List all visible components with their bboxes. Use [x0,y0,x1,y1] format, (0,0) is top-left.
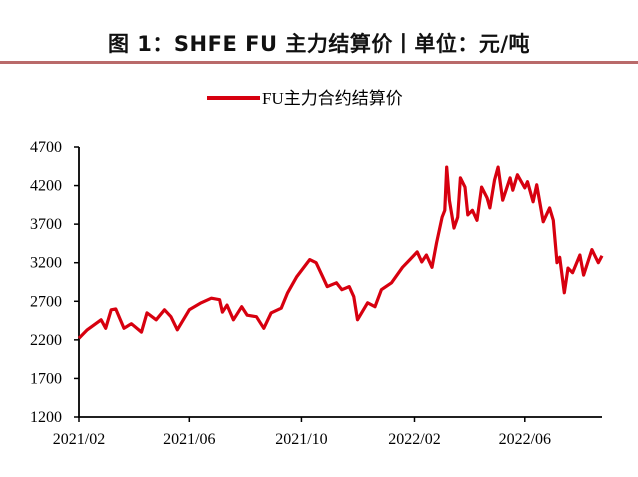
y-tick-label: 2200 [30,332,62,349]
y-tick-label: 3200 [30,255,62,272]
y-axis: 1200 1700 2200 2700 3200 3700 4200 4700 [30,139,79,426]
series-line-fu [77,165,604,340]
y-tick-label: 1700 [30,370,62,387]
figure-title: 图 1：SHFE FU 主力结算价丨单位：元/吨 [107,32,530,56]
x-tick-label: 2022/06 [499,431,551,448]
title-divider [0,61,638,64]
x-axis: 2021/02 2021/06 2021/10 2022/02 2022/06 [53,417,551,448]
legend: FU主力合约结算价 [207,89,403,108]
y-tick-label: 1200 [30,409,62,426]
x-tick-label: 2021/06 [163,431,215,448]
y-tick-label: 4700 [30,139,62,156]
x-tick-label: 2022/02 [388,431,440,448]
legend-label: FU主力合约结算价 [262,89,403,108]
x-tick-label: 2021/02 [53,431,105,448]
y-tick-label: 2700 [30,293,62,310]
y-tick-label: 4200 [30,178,62,195]
x-tick-label: 2021/10 [275,431,327,448]
y-tick-label: 3700 [30,216,62,233]
